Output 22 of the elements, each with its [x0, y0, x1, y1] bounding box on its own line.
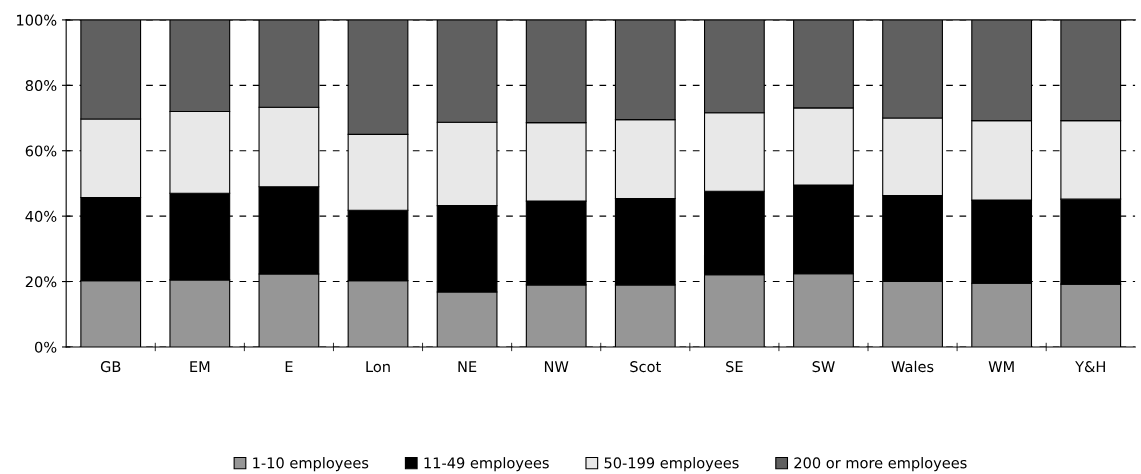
y-tick-label: 40%	[25, 210, 57, 222]
y-tick-label: 80%	[25, 80, 57, 92]
y-tick-label: 0%	[34, 341, 57, 353]
x-tick-label: WM	[988, 361, 1014, 372]
y-tick-label: 100%	[17, 14, 57, 26]
x-tick-label: Y&H	[1075, 361, 1105, 373]
x-tick-label: E	[285, 361, 293, 372]
x-tick-label: Lon	[366, 361, 390, 373]
legend-label: 50-199 employees	[604, 457, 739, 472]
x-tick-label: Wales	[891, 360, 934, 373]
y-tick-label: 60%	[25, 145, 57, 157]
x-tick-label: SE	[726, 361, 743, 373]
x-tick-label: NW	[544, 361, 569, 372]
legend-label: 200 or more employees	[794, 457, 967, 472]
legend-label: 11-49 employees	[424, 457, 549, 472]
x-tick-label: SW	[812, 361, 835, 373]
x-tick-label: Scot	[630, 361, 661, 373]
y-tick-label: 20%	[25, 276, 57, 288]
x-tick-label: GB	[100, 361, 121, 373]
x-tick-label: EM	[190, 361, 210, 372]
legend-label: 1-10 employees	[253, 457, 369, 472]
x-tick-label: NE	[458, 361, 477, 372]
